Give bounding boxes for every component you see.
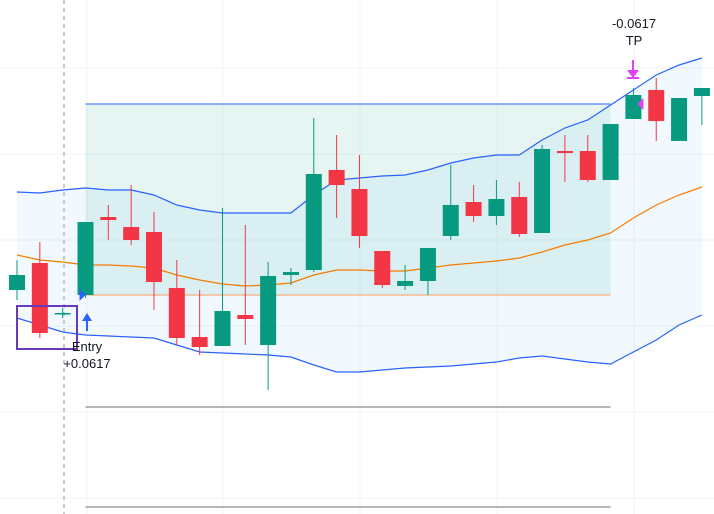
candle-body bbox=[123, 227, 140, 240]
candle-body bbox=[54, 313, 71, 315]
candle-body bbox=[237, 315, 254, 319]
candle-body bbox=[374, 251, 391, 285]
plot bbox=[9, 57, 710, 508]
highlight-box bbox=[16, 305, 78, 350]
candle-body bbox=[191, 337, 208, 347]
tp-value: -0.0617 bbox=[612, 16, 656, 31]
candle-body bbox=[511, 197, 528, 234]
entry-arrow bbox=[82, 313, 92, 331]
band-line bbox=[16, 186, 703, 287]
candle-body bbox=[693, 88, 710, 96]
band-line bbox=[16, 314, 703, 373]
candle-body bbox=[328, 170, 345, 185]
candle-body bbox=[145, 232, 162, 282]
candle-body bbox=[556, 151, 573, 153]
candle-body bbox=[9, 275, 25, 290]
candle-body bbox=[305, 174, 322, 270]
tp-label: TP bbox=[626, 33, 643, 48]
tp-marker bbox=[637, 98, 644, 110]
entry-value: +0.0617 bbox=[63, 356, 110, 371]
candle-body bbox=[100, 217, 117, 220]
candle-body bbox=[648, 90, 665, 121]
tp-arrow bbox=[627, 60, 639, 78]
candle-body bbox=[442, 205, 459, 236]
candle-body bbox=[534, 149, 551, 233]
candle-body bbox=[419, 248, 436, 281]
entry-marker bbox=[79, 289, 86, 301]
candle-body bbox=[260, 276, 277, 345]
candle-body bbox=[77, 222, 94, 295]
entry-label: Entry bbox=[72, 339, 103, 354]
candle-body bbox=[488, 199, 505, 216]
candle-body bbox=[671, 98, 688, 141]
candle-body bbox=[602, 124, 619, 180]
candle-body bbox=[31, 263, 48, 333]
candle-body bbox=[214, 311, 231, 346]
candle-body bbox=[168, 288, 185, 338]
candle-body bbox=[282, 272, 299, 275]
candle-body bbox=[465, 202, 482, 216]
candle-body bbox=[625, 95, 642, 119]
candle-body bbox=[351, 189, 368, 236]
candle-body bbox=[397, 281, 414, 286]
candle-body bbox=[579, 151, 596, 180]
